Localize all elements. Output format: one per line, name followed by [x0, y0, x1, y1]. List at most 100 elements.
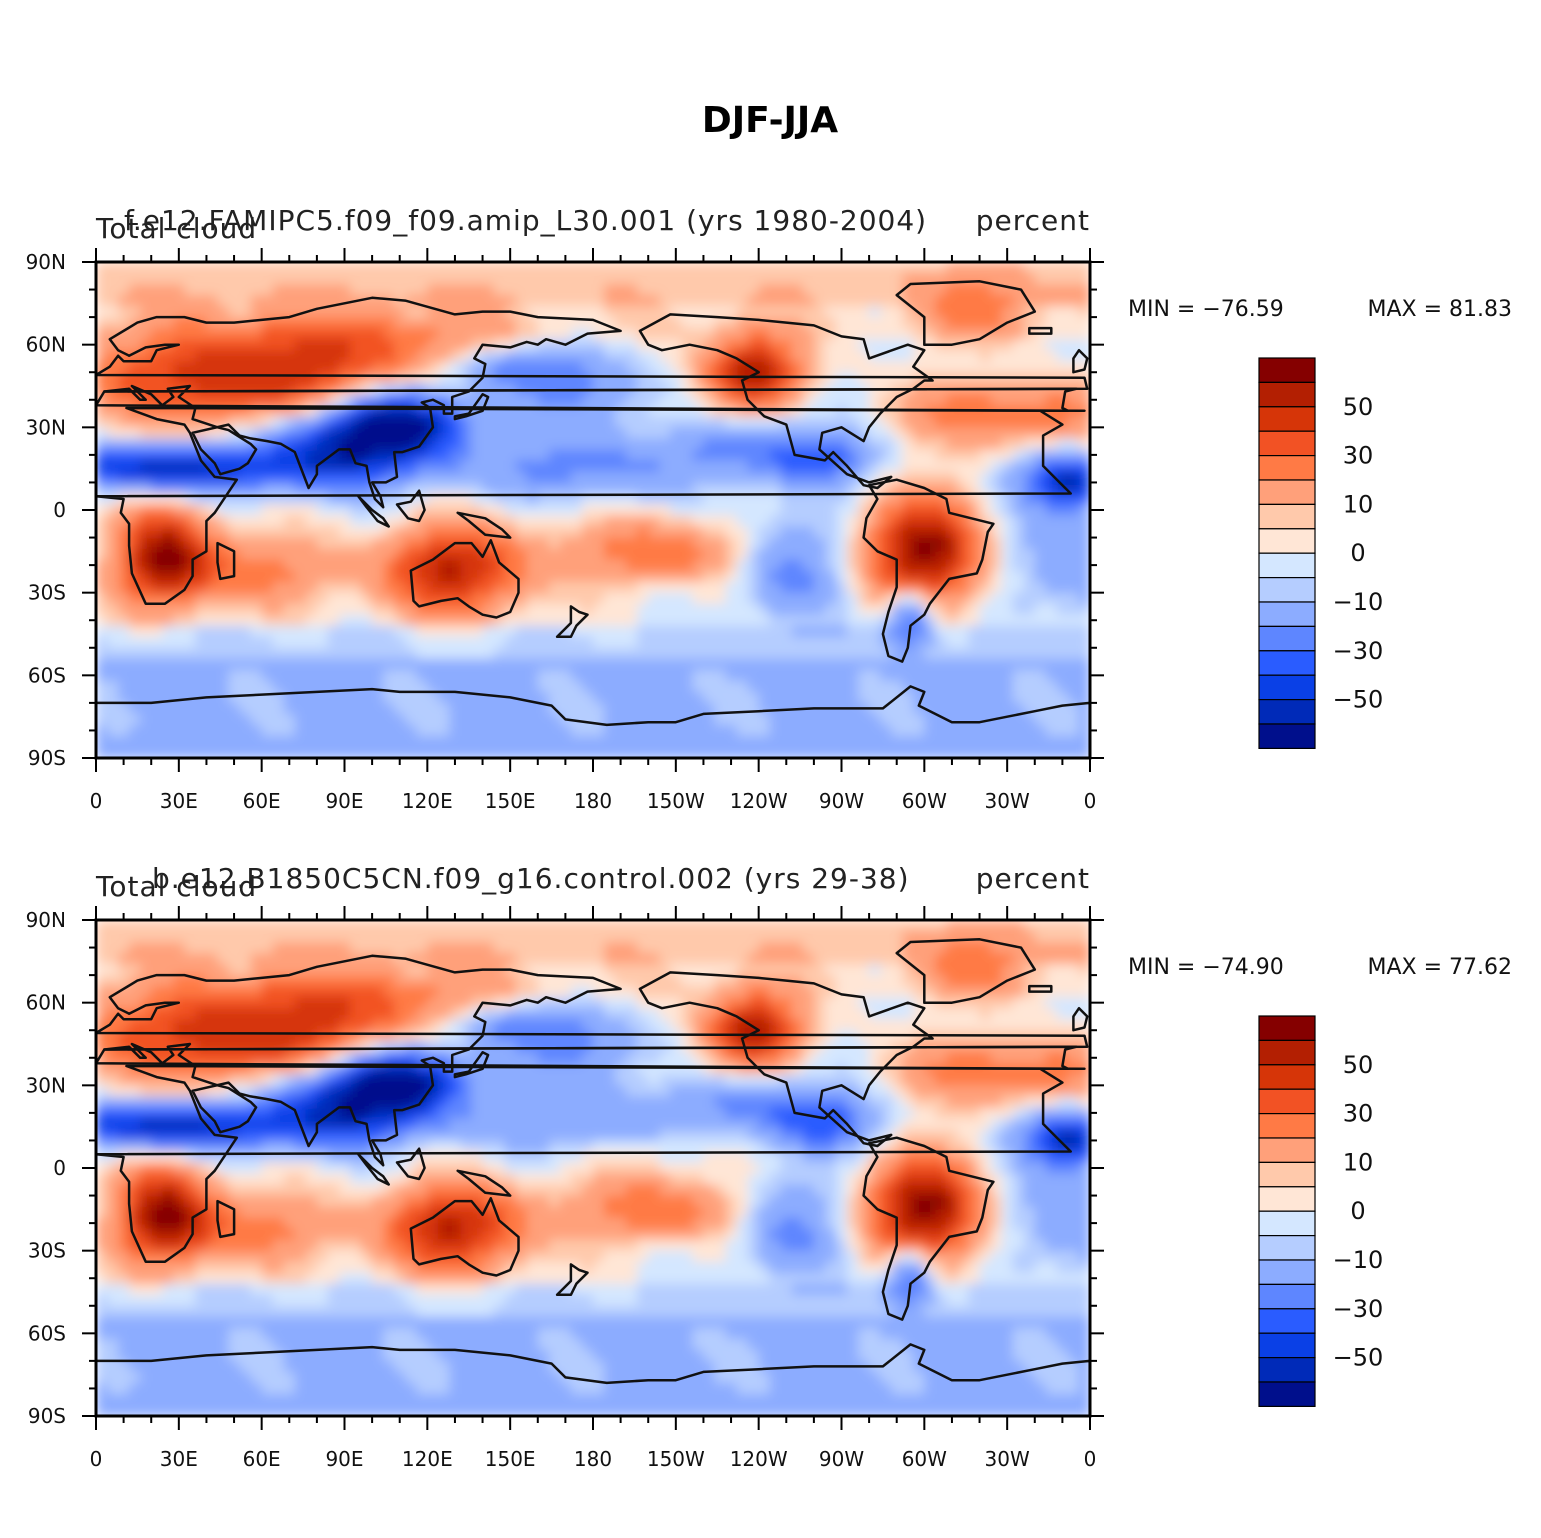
field-cell [515, 372, 528, 384]
field-cell [902, 394, 914, 407]
field-cell [537, 317, 550, 329]
field-cell [1034, 449, 1047, 462]
field-cell [438, 361, 451, 373]
field-cell [615, 416, 627, 429]
field-cell [96, 747, 108, 758]
field-cell [383, 975, 395, 987]
field-cell [96, 1008, 108, 1020]
field-cell [880, 339, 892, 351]
field-cell [836, 482, 848, 495]
field-cell [670, 405, 683, 418]
field-cell [681, 953, 694, 965]
field-cell [570, 339, 583, 351]
field-cell [339, 713, 351, 726]
field-cell [681, 931, 694, 943]
field-cell [670, 493, 683, 506]
field-cell [1067, 997, 1080, 1009]
field-cell [570, 614, 583, 627]
field-cell [515, 394, 528, 407]
field-cell [294, 548, 307, 561]
field-cell [802, 669, 815, 682]
field-cell [858, 975, 870, 987]
field-cell [327, 713, 340, 726]
field-cell [1012, 691, 1025, 704]
field-cell [228, 405, 241, 418]
field-cell [1045, 559, 1058, 572]
field-cell [824, 592, 837, 605]
field-cell [791, 713, 804, 726]
field-cell [692, 680, 705, 693]
field-cell [714, 504, 727, 517]
colorbar-label: 0 [1350, 539, 1365, 567]
field-cell [924, 658, 937, 671]
field-cell [946, 262, 959, 274]
field-cell [151, 658, 163, 671]
field-cell [184, 394, 197, 407]
field-cell [493, 691, 506, 704]
field-cell [305, 614, 318, 627]
field-cell [670, 603, 683, 616]
field-cell [438, 636, 451, 649]
field-cell [593, 394, 605, 407]
field-cell [802, 614, 815, 627]
field-cell [769, 515, 782, 528]
field-cell [891, 460, 903, 473]
field-cell [372, 625, 384, 638]
field-cell [1079, 747, 1090, 758]
field-cell [714, 449, 727, 462]
field-cell [526, 306, 539, 318]
field-cell [250, 317, 263, 329]
field-cell [383, 614, 395, 627]
field-cell [559, 548, 572, 561]
field-cell [1045, 581, 1058, 594]
field-cell [670, 262, 683, 274]
field-cell [195, 339, 208, 351]
field-cell [692, 559, 705, 572]
field-cell [1056, 986, 1069, 998]
field-cell [350, 339, 362, 351]
field-cell [1023, 526, 1036, 539]
field-cell [559, 964, 572, 976]
field-cell [548, 548, 561, 561]
field-cell [725, 647, 738, 660]
field-cell [891, 603, 903, 616]
field-cell [1012, 416, 1025, 429]
field-cell [858, 636, 870, 649]
field-cell [891, 736, 903, 748]
field-cell [858, 427, 870, 440]
field-cell [184, 570, 197, 583]
field-cell [416, 647, 429, 660]
field-cell [493, 559, 506, 572]
field-cell [206, 658, 219, 671]
field-cell [747, 559, 760, 572]
field-cell [637, 273, 649, 285]
field-cell [659, 295, 672, 307]
field-cell [383, 920, 395, 932]
field-cell [1034, 636, 1047, 649]
field-cell [261, 295, 274, 307]
field-cell [957, 339, 970, 351]
field-cell [813, 262, 826, 274]
field-cell [372, 339, 384, 351]
field-cell [361, 669, 373, 682]
field-cell [471, 339, 484, 351]
field-cell [637, 636, 649, 649]
field-cell [747, 713, 760, 726]
field-cell [460, 339, 473, 351]
field-cell [548, 460, 561, 473]
field-cell [990, 328, 1003, 340]
field-cell [957, 636, 970, 649]
field-cell [129, 736, 141, 748]
field-cell [626, 625, 638, 638]
field-cell [1012, 548, 1025, 561]
field-cell [836, 438, 848, 451]
field-cell [96, 691, 108, 704]
field-cell [593, 295, 605, 307]
field-cell [173, 1008, 186, 1020]
field-cell [140, 471, 152, 484]
field-cell [725, 581, 738, 594]
field-cell [615, 931, 627, 943]
field-cell [615, 570, 627, 583]
field-cell [1034, 526, 1047, 539]
field-cell [559, 328, 572, 340]
